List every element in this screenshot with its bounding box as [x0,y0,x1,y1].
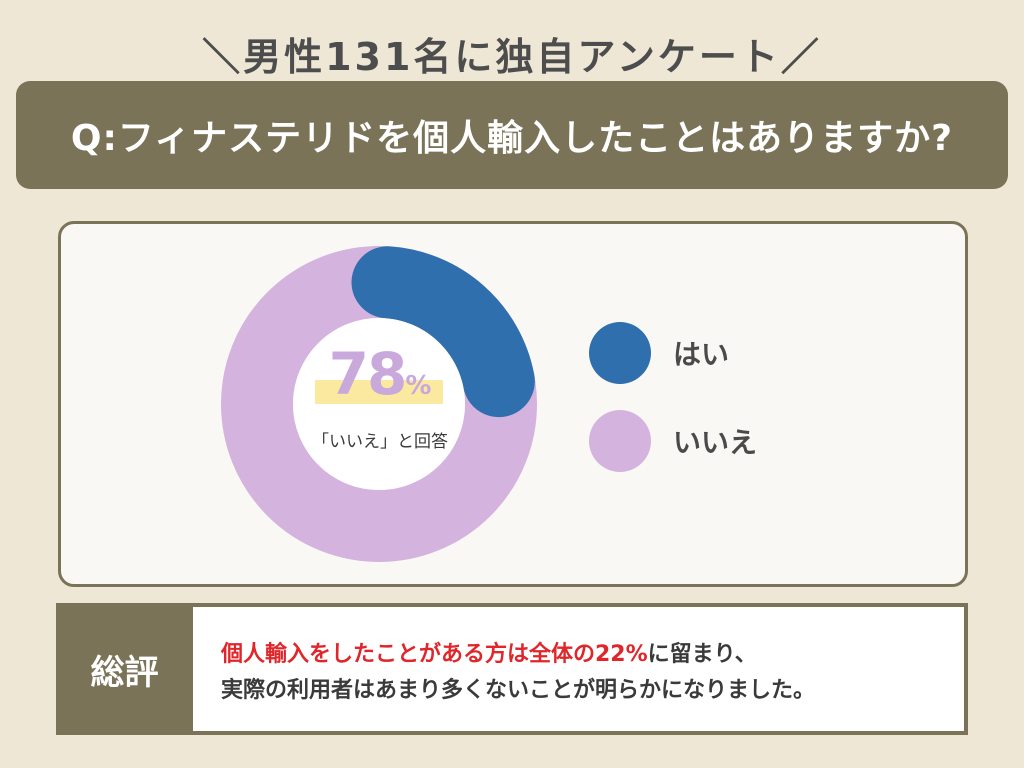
summary-highlight: 個人輸入をしたことがある方は全体の22% [221,642,648,667]
summary-line2: 実際の利用者はあまり多くないことが明らかになりました。 [221,678,816,703]
survey-header: ＼男性131名に独自アンケート／ [202,35,822,79]
summary-title: 総評 [90,652,159,693]
donut-chart [221,246,537,562]
summary-line1-rest: に留まり、 [647,642,757,667]
center-value: 78% [305,339,455,421]
center-number: 78 [328,340,408,408]
legend-item-no: いいえ [589,410,757,472]
center-unit: % [405,371,432,401]
legend-dot-no [589,410,651,472]
summary-panel: 個人輸入をしたことがある方は全体の22%に留まり、 実際の利用者はあまり多くない… [193,607,964,731]
legend-dot-yes [589,322,651,384]
donut-hole [293,318,465,490]
center-caption: 「いいえ」と回答 [312,432,448,452]
center-stat: 78% [305,339,455,409]
chart-card: 78% 「いいえ」と回答 はい いいえ [58,221,968,587]
legend-item-yes: はい [589,322,729,384]
donut-slice-yes [351,246,535,418]
question-banner: Q:フィナステリドを個人輸入したことはありますか? [16,81,1008,189]
summary-box: 総評 個人輸入をしたことがある方は全体の22%に留まり、 実際の利用者はあまり多… [56,603,968,735]
highlight-bar [315,380,443,404]
summary-text: 個人輸入をしたことがある方は全体の22%に留まり、 実際の利用者はあまり多くない… [221,637,954,709]
question-text: Q:フィナステリドを個人輸入したことはありますか? [70,118,954,159]
legend-label-no: いいえ [673,426,758,459]
legend-label-yes: はい [673,338,730,371]
